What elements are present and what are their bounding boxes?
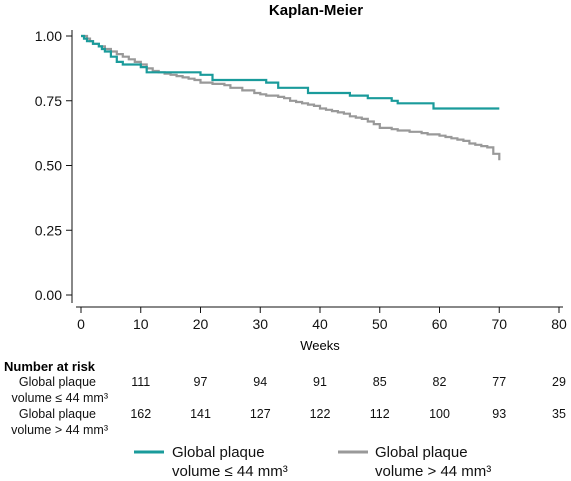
risk-value: 93 bbox=[492, 407, 506, 421]
x-axis-label: Weeks bbox=[300, 338, 340, 353]
risk-row-2-label-line2: volume > 44 mm³ bbox=[11, 423, 108, 437]
survival-line-low-volume bbox=[81, 34, 500, 110]
y-tick-label: 0.50 bbox=[35, 158, 62, 174]
risk-value: 122 bbox=[310, 407, 331, 421]
risk-value: 82 bbox=[433, 375, 447, 389]
legend-label-low-volume-line2: volume ≤ 44 mm³ bbox=[172, 463, 288, 480]
x-tick-label: 40 bbox=[312, 316, 328, 332]
series-layer bbox=[81, 34, 501, 161]
legend: Global plaque volume ≤ 44 mm³ Global pla… bbox=[134, 444, 491, 480]
x-tick-label: 50 bbox=[372, 316, 388, 332]
y-tick-label: 1.00 bbox=[35, 28, 62, 44]
risk-value: 97 bbox=[194, 375, 208, 389]
y-tick-label: 0.25 bbox=[35, 222, 62, 238]
x-tick-label: 80 bbox=[551, 316, 567, 332]
risk-value: 112 bbox=[370, 407, 390, 421]
y-ticks: 0.00 0.25 0.50 0.75 1.00 bbox=[35, 28, 72, 303]
risk-row-1-label-line1: Global plaque bbox=[19, 375, 96, 389]
x-tick-label: 0 bbox=[77, 316, 85, 332]
legend-label-low-volume-line1: Global plaque bbox=[172, 444, 265, 461]
risk-values: 111 97 94 91 85 82 77 29 162 141 127 122 112 100 93 35 bbox=[130, 375, 566, 421]
risk-value: 100 bbox=[429, 407, 450, 421]
risk-value: 91 bbox=[313, 375, 327, 389]
risk-value: 141 bbox=[190, 407, 211, 421]
risk-table-title: Number at risk bbox=[4, 359, 96, 374]
y-tick-label: 0.75 bbox=[35, 93, 62, 109]
y-tick-label: 0.00 bbox=[35, 287, 62, 303]
risk-value: 111 bbox=[131, 375, 150, 389]
risk-value: 35 bbox=[552, 407, 566, 421]
risk-value: 162 bbox=[130, 407, 151, 421]
risk-value: 94 bbox=[253, 375, 267, 389]
survival-line-high-volume bbox=[81, 34, 501, 161]
legend-label-high-volume-line2: volume > 44 mm³ bbox=[375, 463, 491, 480]
x-tick-label: 70 bbox=[491, 316, 507, 332]
risk-value: 127 bbox=[250, 407, 271, 421]
risk-value: 85 bbox=[373, 375, 387, 389]
x-ticks: 0 10 20 30 40 50 60 70 80 bbox=[77, 307, 567, 332]
risk-row-1-label-line2: volume ≤ 44 mm³ bbox=[12, 391, 108, 405]
risk-row-2-label-line1: Global plaque bbox=[19, 407, 96, 421]
risk-value: 29 bbox=[552, 375, 566, 389]
x-tick-label: 10 bbox=[133, 316, 149, 332]
x-tick-label: 30 bbox=[252, 316, 268, 332]
x-tick-label: 20 bbox=[193, 316, 209, 332]
legend-label-high-volume-line1: Global plaque bbox=[375, 444, 468, 461]
risk-value: 77 bbox=[492, 375, 506, 389]
chart-title: Kaplan-Meier bbox=[269, 2, 363, 19]
x-tick-label: 60 bbox=[432, 316, 448, 332]
